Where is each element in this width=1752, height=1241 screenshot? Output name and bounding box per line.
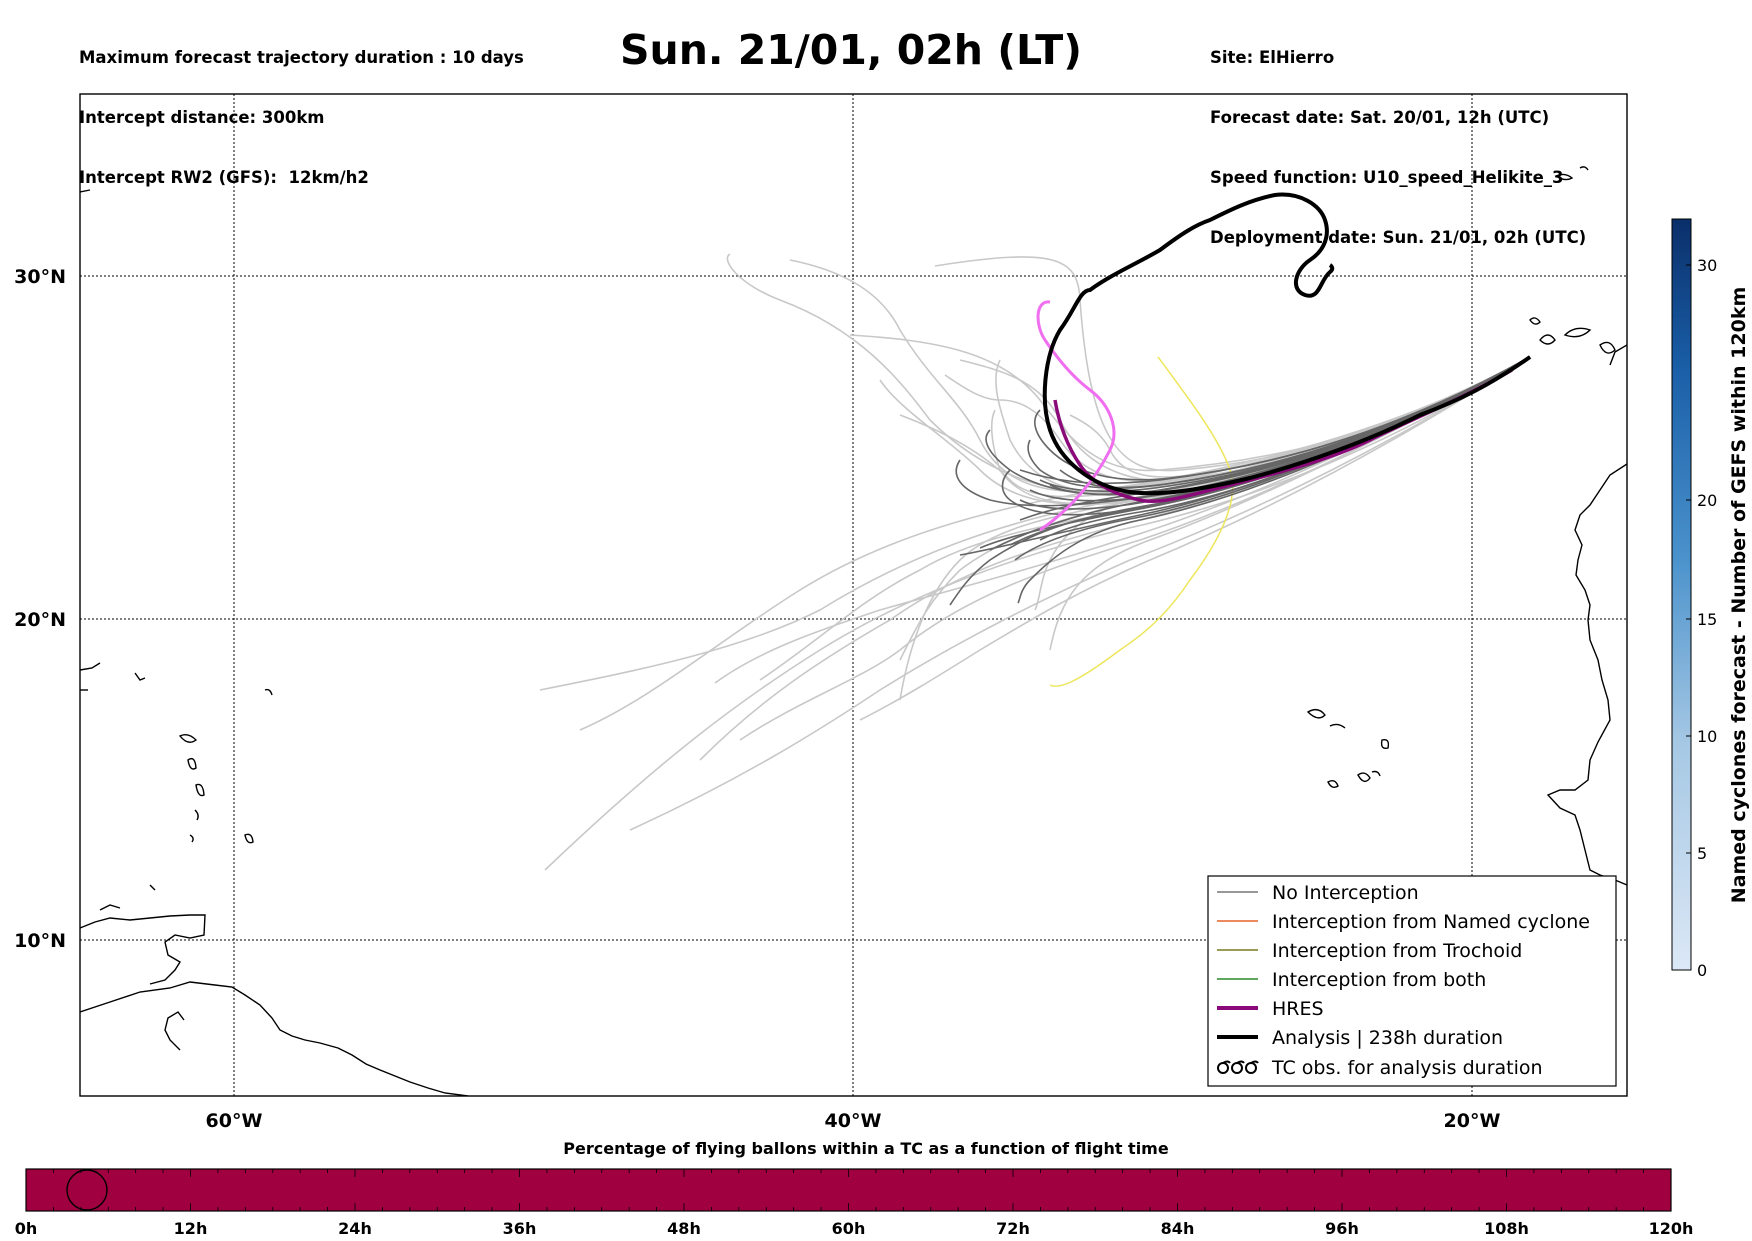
timeline-tick-24h: 24h: [338, 1219, 372, 1238]
lon-label-60w: 60°W: [206, 1110, 263, 1132]
legend-item-analysis: Analysis | 238h duration: [1217, 1027, 1503, 1049]
header-speed-function: Speed function: U10_speed_Helikite_3: [1210, 168, 1564, 187]
island-madeira-small: [1579, 166, 1589, 171]
colorbar-label: Named cyclones forecast - Number of GEFS…: [1728, 287, 1750, 904]
island-antilles-3: [178, 733, 198, 743]
coastlines: [80, 166, 1627, 1096]
lat-axis-labels: 30°N 20°N 10°N: [14, 266, 66, 952]
island-antilles-11: [99, 904, 121, 911]
island-trinidad: [164, 1011, 185, 1051]
colorbar-tick-20: 20: [1697, 491, 1717, 510]
island-antilles-7: [189, 834, 194, 843]
coast-venezuela: [80, 914, 206, 985]
map-frame: [79, 93, 1628, 1097]
coast-iberia: [1609, 344, 1627, 366]
ensemble-trajectories-light: [539, 253, 1531, 871]
svg-text:Interception from Named cyclon: Interception from Named cyclone: [1272, 911, 1590, 933]
island-antilles-1: [80, 662, 101, 671]
header-forecast-date: Forecast date: Sat. 20/01, 12h (UTC): [1210, 108, 1550, 127]
island-cape-verde-6: [1371, 770, 1381, 777]
trajectory-yellow: [1049, 356, 1234, 687]
island-antilles-6: [194, 809, 199, 821]
island-antilles-8: [244, 833, 254, 844]
island-cape-verde-3: [1380, 738, 1390, 750]
trajectory-analysis: [1042, 192, 1532, 496]
svg-text:HRES: HRES: [1272, 998, 1324, 1020]
svg-text:TC obs. for analysis duration: TC obs. for analysis duration: [1271, 1057, 1543, 1079]
island-antilles-4: [187, 757, 197, 770]
timeline-tick-36h: 36h: [503, 1219, 537, 1238]
island-antilles-12: [149, 884, 156, 891]
header-intercept-rw2: Intercept RW2 (GFS): 12km/h2: [79, 168, 369, 187]
lon-label-20w: 20°W: [1444, 1110, 1501, 1132]
legend-item-tc-obs: TC obs. for analysis duration: [1217, 1057, 1543, 1079]
timeline-tick-96h: 96h: [1325, 1219, 1359, 1238]
colorbar-tick-5: 5: [1697, 844, 1707, 863]
island-canary-3: [1599, 341, 1616, 354]
tc-symbol-icon: [1217, 1060, 1259, 1074]
island-canary-4: [1529, 317, 1541, 325]
lat-label-10n: 10°N: [14, 930, 66, 952]
svg-text:Interception from both: Interception from both: [1272, 969, 1486, 991]
header-max-duration: Maximum forecast trajectory duration : 1…: [79, 48, 524, 67]
lat-label-20n: 20°N: [14, 609, 66, 631]
island-cape-verde-4: [1357, 772, 1371, 783]
timeline-tick-84h: 84h: [1161, 1219, 1195, 1238]
trajectory-magenta: [1036, 300, 1116, 532]
island-cape-verde-5: [1327, 779, 1339, 789]
header-site: Site: ElHierro: [1210, 48, 1335, 67]
legend-item-hres: HRES: [1217, 998, 1324, 1020]
island-cape-verde-2: [1329, 723, 1346, 729]
timeline-tick-72h: 72h: [996, 1219, 1030, 1238]
legend-box: [1207, 875, 1617, 1087]
page-title: Sun. 21/01, 02h (LT): [620, 26, 1082, 74]
colorbar-tick-10: 10: [1697, 727, 1717, 746]
colorbar-ticks: 0 5 10 15 20 30: [1686, 256, 1717, 980]
island-antilles-2: [134, 672, 146, 681]
timeline-tick-108h: 108h: [1484, 1219, 1529, 1238]
header-info-left: Maximum forecast trajectory duration : 1…: [79, 8, 524, 208]
legend-item-both: Interception from both: [1217, 969, 1486, 991]
colorbar-tick-30: 30: [1697, 256, 1717, 275]
svg-text:Interception from Trochoid: Interception from Trochoid: [1272, 940, 1522, 962]
svg-text:Analysis | 238h duration: Analysis | 238h duration: [1272, 1027, 1503, 1049]
colorbar-tick-0: 0: [1697, 961, 1707, 980]
island-madeira: [1554, 173, 1574, 181]
lat-label-30n: 30°N: [14, 266, 66, 288]
coast-south-america: [80, 981, 469, 1096]
svg-text:No Interception: No Interception: [1272, 882, 1419, 904]
colorbar: 0 5 10 15 20 30 Named cyclones forecast …: [1671, 218, 1750, 980]
timeline-tick-labels: 0h 12h 24h 36h 48h 60h 72h 84h 96h 108h …: [15, 1219, 1694, 1238]
lon-label-40w: 40°W: [825, 1110, 882, 1132]
timeline-tick-12h: 12h: [174, 1219, 208, 1238]
header-intercept-distance: Intercept distance: 300km: [79, 108, 325, 127]
timeline: Percentage of flying ballons within a TC…: [15, 1139, 1694, 1238]
timeline-tick-60h: 60h: [832, 1219, 866, 1238]
colorbar-gradient: [1671, 218, 1692, 971]
island-azores: [80, 189, 91, 193]
timeline-tick-0h: 0h: [15, 1219, 38, 1238]
island-antilles-9: [264, 688, 273, 696]
coast-africa: [1546, 463, 1627, 886]
timeline-tc-marker-icon: [66, 1169, 108, 1211]
timeline-tick-48h: 48h: [667, 1219, 701, 1238]
legend-item-no-interception: No Interception: [1217, 882, 1419, 904]
timeline-title: Percentage of flying ballons within a TC…: [563, 1139, 1169, 1158]
island-canary-2: [1563, 327, 1592, 338]
legend-item-named-cyclone: Interception from Named cyclone: [1217, 911, 1590, 933]
island-cape-verde-1: [1306, 708, 1326, 719]
island-antilles-5: [195, 783, 205, 797]
map-area: [79, 93, 1628, 1097]
timeline-minor-ticks: [25, 1169, 1672, 1211]
header-info-right: Site: ElHierro Forecast date: Sat. 20/01…: [1210, 8, 1586, 268]
colorbar-tick-15: 15: [1697, 610, 1717, 629]
island-canary-1: [1539, 334, 1556, 345]
header-deployment-date: Deployment date: Sun. 21/01, 02h (UTC): [1210, 228, 1587, 247]
timeline-tick-120h: 120h: [1649, 1219, 1694, 1238]
legend-item-trochoid: Interception from Trochoid: [1217, 940, 1522, 962]
lon-axis-labels: 60°W 40°W 20°W: [206, 1110, 1501, 1132]
map-legend: No Interception Interception from Named …: [1207, 875, 1617, 1087]
